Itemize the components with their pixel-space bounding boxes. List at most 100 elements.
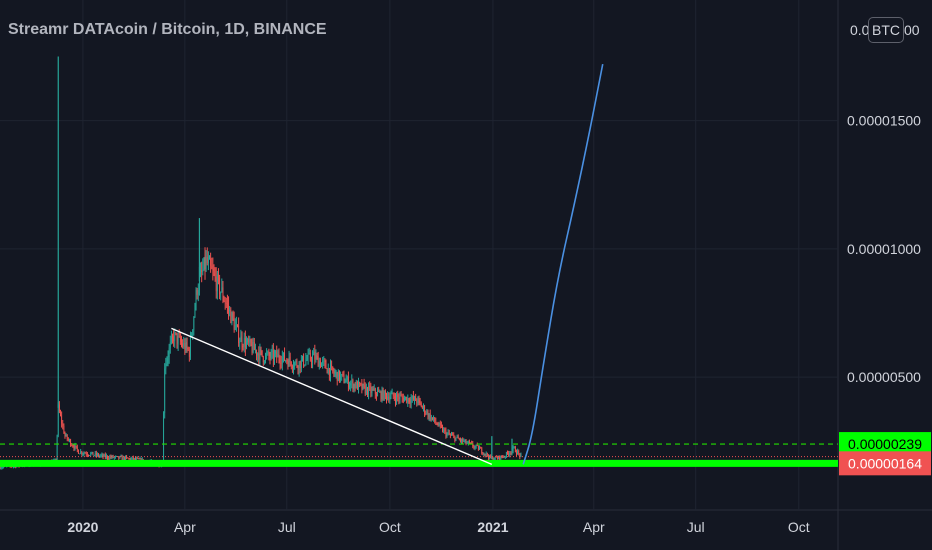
candle-body-94 (104, 454, 106, 458)
candle-body-118 (131, 457, 133, 459)
top-price-label-right: 00 (904, 22, 920, 38)
candle-body-76 (84, 453, 86, 454)
candle-body-378 (423, 406, 424, 408)
candle-body-327 (365, 387, 367, 394)
candle-body-398 (445, 430, 447, 437)
candle-body-228 (255, 350, 256, 351)
candle-body-438 (490, 455, 492, 458)
candle-body-253 (283, 352, 284, 357)
candle-body-321 (359, 382, 361, 384)
candle-body-461 (516, 452, 517, 454)
candle-body-249 (278, 354, 280, 360)
candle-body-241 (269, 355, 271, 358)
x-tick-label-6: Jul (687, 519, 705, 535)
candle-body-415 (464, 439, 466, 441)
candle-body-103 (115, 456, 116, 458)
candle-body-422 (472, 443, 474, 447)
candle-body-189 (211, 265, 213, 269)
candle-body-287 (321, 362, 322, 367)
candle-body-261 (292, 366, 293, 369)
candle-body-332 (371, 389, 373, 394)
candle-body-264 (295, 361, 297, 363)
candle-body-409 (457, 436, 459, 439)
candle-body-384 (429, 413, 431, 420)
candle-body-220 (246, 342, 247, 348)
candle-body-62 (69, 439, 70, 441)
candle-body-172 (192, 329, 194, 336)
candle-body-178 (199, 275, 200, 291)
candle-body-244 (272, 350, 274, 361)
candle-body-114 (127, 457, 129, 459)
candle-body-104 (116, 456, 117, 457)
candle-body-245 (274, 353, 275, 361)
candle-body-66 (73, 446, 75, 449)
candle-body-325 (363, 383, 365, 386)
candle-body-194 (216, 274, 218, 292)
candle-body-373 (417, 398, 419, 403)
candle-body-235 (262, 356, 264, 363)
candle-body-155 (173, 336, 175, 342)
candle-body-202 (225, 303, 227, 305)
candle-body-82 (91, 451, 93, 454)
candle-body-150 (167, 357, 169, 360)
candle-body-305 (341, 374, 343, 376)
candle-body-376 (420, 402, 422, 408)
candle-body-88 (98, 453, 99, 457)
candle-body-180 (201, 270, 203, 272)
candle-body-428 (479, 447, 480, 450)
candle-body-413 (462, 438, 464, 442)
candle-body-405 (453, 435, 455, 436)
candle-body-331 (370, 386, 372, 394)
candle-body-357 (399, 395, 401, 400)
candle-body-100 (111, 455, 113, 458)
candle-body-303 (339, 370, 340, 381)
projection-curve (522, 63, 604, 465)
candle-body-289 (323, 360, 325, 362)
candle-body-307 (343, 374, 345, 383)
candle-body-175 (195, 290, 197, 308)
candle-body-386 (432, 417, 433, 419)
candle-body-58 (64, 433, 66, 437)
x-tick-label-7: Oct (788, 519, 810, 535)
candle-body-447 (500, 455, 502, 460)
candle-body-254 (284, 352, 285, 361)
candle-body-59 (65, 434, 67, 437)
candle-body-372 (416, 400, 418, 403)
candle-body-393 (439, 422, 441, 425)
candle-body-201 (224, 301, 226, 304)
candle-body-360 (402, 397, 404, 402)
candle-body-430 (481, 448, 483, 454)
candle-body-434 (485, 453, 487, 455)
candle-body-206 (230, 309, 232, 324)
candle-body-160 (178, 335, 180, 337)
candle-body-399 (446, 433, 448, 437)
candle-body-414 (463, 440, 465, 442)
currency-badge[interactable]: BTC (868, 17, 904, 43)
candle-body-236 (264, 361, 265, 363)
candle-body-431 (482, 453, 484, 455)
candle-body-366 (409, 401, 411, 404)
candle-body-92 (102, 454, 104, 457)
candle-body-294 (328, 368, 330, 377)
candle-body-310 (346, 377, 348, 381)
candle-body-72 (80, 451, 82, 454)
candle-body-389 (435, 421, 437, 424)
candle-body-343 (383, 390, 385, 400)
candle-body-242 (270, 351, 272, 358)
candle-body-279 (312, 355, 313, 363)
candle-body-326 (364, 385, 366, 394)
candle-body-258 (288, 356, 290, 367)
candle-body-97 (108, 458, 110, 460)
candle-body-371 (415, 396, 417, 401)
candle-body-306 (342, 374, 344, 375)
candle-body-333 (372, 389, 374, 391)
candle-body-87 (97, 453, 98, 456)
candle-body-176 (196, 290, 198, 295)
candle-body-246 (275, 351, 277, 354)
y-tick-label-2: 0.00000500 (847, 369, 921, 385)
candle-body-146 (163, 413, 164, 467)
candle-body-390 (436, 423, 438, 425)
candle-body-296 (331, 365, 333, 367)
candle-body-259 (289, 356, 291, 362)
